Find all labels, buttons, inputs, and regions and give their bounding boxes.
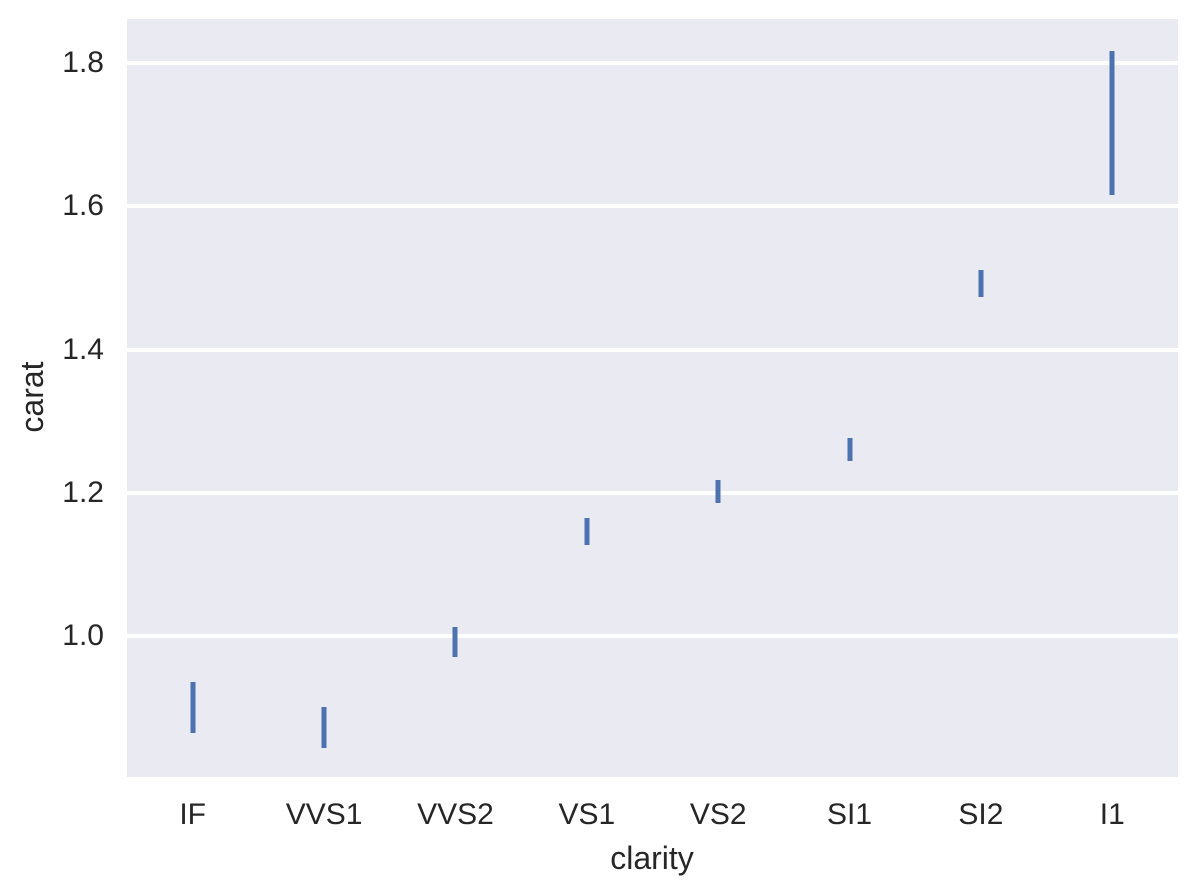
error-bar-if [190,681,196,734]
error-bar-i1 [1109,50,1115,195]
y-tick-label: 1.6 [62,189,104,223]
plot-area [127,19,1178,777]
x-axis-title: clarity [610,840,694,876]
y-tick-label: 1.4 [62,332,104,366]
x-tick-label: I1 [1099,798,1125,831]
gridline [127,491,1178,496]
error-bar-si2 [978,269,984,298]
error-bar-vvs1 [321,707,327,748]
y-axis-tick-labels: 1.0 1.2 1.4 1.6 1.8 [0,19,104,777]
y-tick-label: 1.8 [62,45,104,79]
y-tick-label: 1.0 [62,619,104,653]
y-tick-label: 1.2 [62,476,104,510]
x-tick-label: SI2 [958,798,1004,831]
gridline [127,60,1178,65]
x-tick-label: VS2 [689,798,747,831]
gridline [127,634,1178,639]
x-tick-label: IF [179,798,207,831]
error-bar-si1 [847,437,853,462]
error-bar-vs1 [584,518,590,546]
y-axis-title: carat [14,361,50,433]
error-bar-vvs2 [452,627,458,657]
error-bar-vs2 [715,480,721,504]
x-tick-label: SI1 [827,798,873,831]
gridline [127,204,1178,209]
x-tick-label: VS1 [558,798,616,831]
gridline [127,347,1178,352]
x-axis-tick-labels: IF VVS1 VVS2 VS1 VS2 SI1 SI2 I1 [127,798,1178,836]
x-tick-label: VVS2 [417,798,494,831]
x-tick-label: VVS1 [285,798,363,831]
